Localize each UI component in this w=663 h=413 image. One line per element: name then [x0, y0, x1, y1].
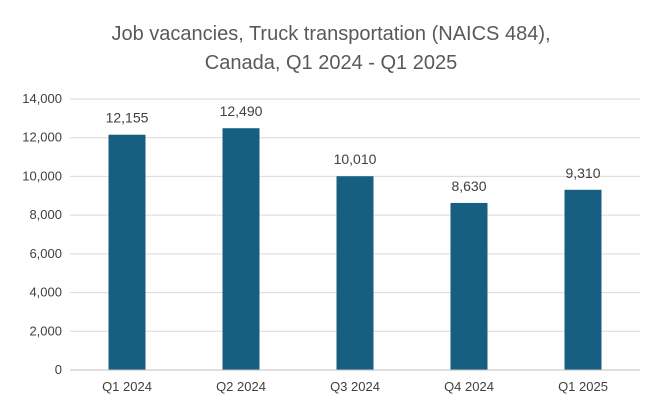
bar [564, 189, 602, 370]
bar [450, 202, 488, 370]
y-tick-label: 0 [55, 362, 62, 377]
y-tick-label: 4,000 [29, 285, 62, 300]
data-label: 9,310 [565, 165, 600, 181]
bars [108, 128, 602, 370]
x-tick-label: Q1 2024 [102, 379, 152, 394]
y-axis-tick-labels: 0 2,000 4,000 6,000 8,000 10,000 12,000 14,000 [22, 91, 62, 377]
y-tick-label: 6,000 [29, 246, 62, 261]
bar [108, 134, 146, 370]
x-tick-label: Q4 2024 [444, 379, 494, 394]
chart-title-line-2: Canada, Q1 2024 - Q1 2025 [205, 52, 457, 74]
bar [222, 128, 260, 370]
y-tick-label: 8,000 [29, 207, 62, 222]
data-label: 12,490 [220, 103, 263, 119]
data-label: 12,155 [106, 110, 149, 126]
data-labels: 12,155 12,490 10,010 8,630 9,310 [106, 103, 601, 194]
y-tick-label: 14,000 [22, 91, 62, 106]
y-tick-label: 2,000 [29, 323, 62, 338]
data-label: 10,010 [334, 151, 377, 167]
bar [336, 176, 374, 370]
y-tick-label: 12,000 [22, 130, 62, 145]
x-tick-label: Q1 2025 [558, 379, 608, 394]
x-tick-label: Q3 2024 [330, 379, 380, 394]
y-tick-label: 10,000 [22, 168, 62, 183]
x-axis-tick-labels: Q1 2024 Q2 2024 Q3 2024 Q4 2024 Q1 2025 [102, 379, 608, 394]
x-tick-label: Q2 2024 [216, 379, 266, 394]
data-label: 8,630 [451, 178, 486, 194]
chart-title-line-1: Job vacancies, Truck transportation (NAI… [111, 23, 550, 45]
